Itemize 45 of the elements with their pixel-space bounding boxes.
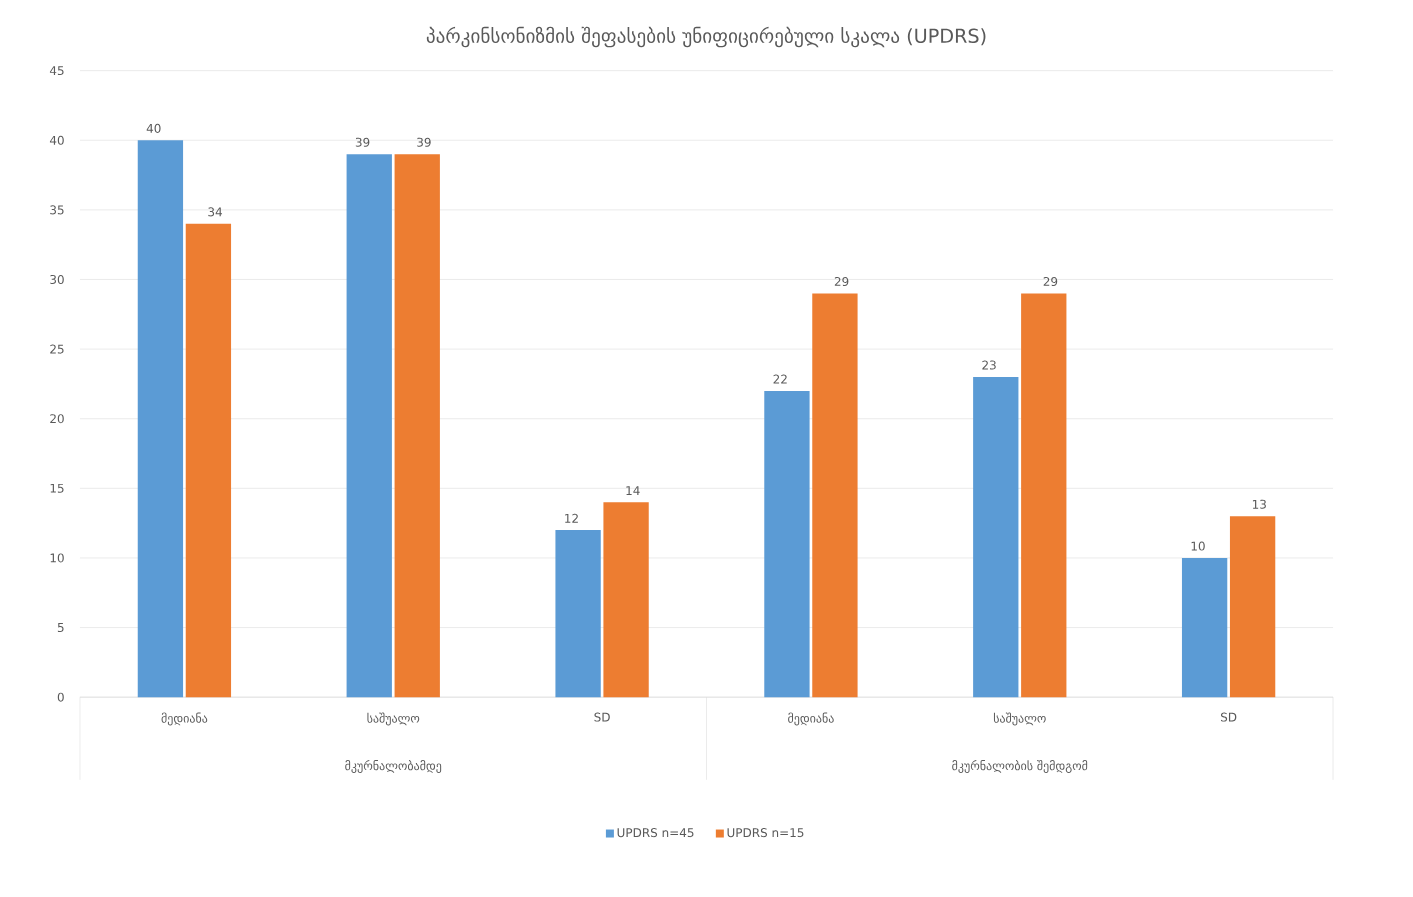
x-tick-label: საშუალო	[367, 712, 420, 726]
bar	[137, 140, 184, 698]
legend-label: UPDRS n=45	[617, 828, 694, 838]
bar	[1181, 557, 1228, 698]
bar	[346, 154, 392, 698]
legend-label: UPDRS n=15	[727, 828, 804, 838]
data-label: 12	[565, 513, 578, 523]
chart-title: პარკინსონიზმის შეფასების უნიფიცირებული სკალა (UPDRS)	[426, 26, 986, 48]
x-tick-label: SD	[1220, 712, 1237, 722]
text: მკურნალობის შემდგომ	[952, 759, 1088, 773]
y-tick-label: 5	[57, 623, 64, 632]
bar	[394, 154, 440, 698]
data-label: 29	[834, 276, 849, 286]
data-label: 40	[146, 123, 161, 133]
bar	[812, 293, 858, 698]
bar	[764, 390, 810, 698]
y-tick-label: 30	[50, 274, 64, 284]
data-label: 13	[1252, 499, 1266, 509]
y-tick-label: 0	[57, 692, 64, 702]
bar	[1021, 293, 1067, 698]
y-tick-label: 25	[50, 344, 64, 354]
data-label: 39	[355, 137, 370, 147]
bar	[603, 502, 649, 698]
data-label: 10	[1191, 541, 1205, 551]
x-tick-label: მედიანა	[788, 712, 834, 726]
y-tick-label: 35	[50, 205, 64, 215]
data-label: 39	[417, 137, 431, 147]
y-tick-label: 10	[50, 553, 64, 563]
bar	[555, 530, 601, 698]
data-label: 23	[982, 360, 996, 370]
data-label: 22	[773, 374, 787, 384]
bar	[1229, 516, 1276, 698]
y-tick-label: 40	[49, 135, 64, 145]
y-tick-label: 15	[50, 483, 64, 493]
x-tick-label: მედიანა	[161, 712, 208, 726]
y-tick-label: 20	[50, 414, 64, 424]
x-tick-label: SD	[594, 712, 610, 722]
text: მკურნალობამდე	[345, 759, 442, 773]
bar	[973, 376, 1019, 698]
y-tick-label: 45	[49, 66, 64, 76]
x-tick-label: საშუალო	[993, 712, 1046, 726]
data-label: 14	[626, 486, 640, 495]
data-label: 34	[208, 207, 223, 217]
data-label: 29	[1043, 276, 1058, 286]
bar	[185, 223, 232, 698]
